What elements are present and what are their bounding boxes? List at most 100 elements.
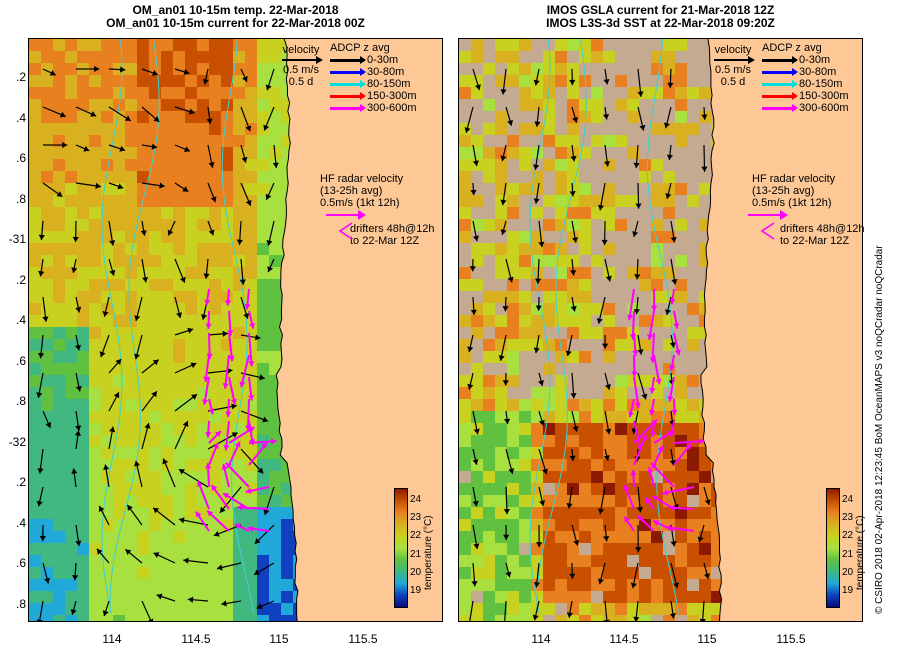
legend-swatch-arrow-icon [762, 67, 798, 76]
colorbar-tick-label: 22 [410, 530, 422, 542]
legend-swatch-arrow-icon [762, 103, 798, 112]
x-tick-label: 115.5 [348, 632, 378, 646]
legend-swatch-arrow-icon [330, 79, 366, 88]
hf-radar-legend-right: HF radar velocity (13-25h avg) 0.5m/s (1… [748, 173, 865, 247]
drifter-icon [338, 222, 353, 240]
velocity-scale-right: velocity 0.5 m/s 0.5 d [708, 44, 758, 88]
x-tick-label: 114.5 [181, 632, 211, 646]
legend-swatch-arrow-icon [330, 103, 366, 112]
adcp-legend-label: 150-300m [799, 90, 849, 102]
x-tick-label: 114 [102, 632, 122, 646]
adcp-legend-left: ADCP z avg 0-30m 30-80m 80-150m 150-300m 300… [330, 42, 417, 114]
colorbar-tick-label: 24 [842, 494, 854, 505]
adcp-legend-title: ADCP z avg [330, 42, 390, 54]
legend-swatch-arrow-icon [330, 67, 366, 76]
colorbar-tick-label: 21 [842, 548, 854, 560]
velocity-arrow-icon [276, 56, 326, 64]
adcp-legend-label: 150-300m [367, 90, 417, 102]
velocity-label: velocity [714, 44, 752, 56]
x-tick-label: 114 [531, 632, 551, 646]
colorbar-tick-label: 20 [410, 566, 422, 578]
y-tick-label: .4 [15, 110, 26, 125]
left-title-line2: OM_an01 10-15m current for 22-Mar-2018 0… [106, 16, 365, 30]
y-tick-label: .6 [15, 556, 26, 570]
left-panel-title: OM_an01 10-15m temp. 22-Mar-2018 OM_an01… [28, 4, 443, 30]
legend-swatch-arrow-icon [330, 91, 366, 100]
left-map-canvas [29, 39, 442, 621]
adcp-legend-item: 30-80m [762, 66, 849, 78]
drifter-icon [760, 222, 775, 240]
hf-legend-line1: HF radar velocity [752, 173, 836, 185]
adcp-legend-label: 30-80m [799, 66, 837, 78]
drifter-legend: drifters 48h@12h to 22-Mar 12Z [780, 223, 865, 247]
adcp-legend-item: 0-30m [762, 54, 849, 66]
colorbar-tick-label: 21 [410, 548, 422, 560]
adcp-legend-label: 0-30m [367, 54, 399, 66]
velocity-label: velocity [282, 44, 320, 56]
hf-legend-line1: HF radar velocity [320, 173, 404, 185]
legend-swatch-arrow-icon [762, 55, 798, 64]
hf-arrow-icon [326, 210, 366, 220]
right-map-panel[interactable] [458, 38, 863, 622]
y-tick-label: .6 [15, 151, 26, 165]
hf-legend-line2: (13-25h avg) [752, 185, 815, 197]
right-title-line1: IMOS GSLA current for 21-Mar-2018 12Z [546, 3, 775, 17]
drifter-legend: drifters 48h@12h to 22-Mar 12Z [350, 223, 435, 247]
adcp-legend-item: 80-150m [762, 78, 849, 90]
legend-swatch-arrow-icon [762, 79, 798, 88]
drifter-line1: drifters 48h@12h [350, 223, 435, 235]
velocity-scale-left: velocity 0.5 m/s 0.5 d [276, 44, 326, 88]
hf-legend-line3: 0.5m/s (1kt 12h) [320, 197, 400, 209]
adcp-legend-label: 0-30m [799, 54, 831, 66]
left-title-line1: OM_an01 10-15m temp. 22-Mar-2018 [132, 3, 339, 17]
adcp-legend-item: 30-80m [330, 66, 417, 78]
adcp-legend-item: 300-600m [330, 102, 417, 114]
velocity-scale-value: 0.5 m/s [714, 64, 752, 76]
adcp-legend-label: 300-600m [367, 102, 417, 114]
y-tick-label: .6 [15, 353, 26, 368]
y-tick-label: -31 [8, 232, 26, 246]
adcp-legend-item: 300-600m [762, 102, 849, 114]
right-panel-title: IMOS GSLA current for 21-Mar-2018 12Z IM… [458, 4, 863, 30]
x-tick-label: 115 [269, 632, 289, 646]
y-tick-label: .8 [15, 394, 26, 408]
drifter-line2: to 22-Mar 12Z [780, 235, 850, 247]
colorbar-right [826, 488, 840, 608]
adcp-legend-item: 80-150m [330, 78, 417, 90]
drifter-line2: to 22-Mar 12Z [350, 235, 420, 247]
colorbar-tick-label: 20 [842, 566, 854, 578]
colorbar-left [394, 488, 408, 608]
colorbar-tick-label: 23 [842, 512, 854, 524]
colorbar-tick-label: 19 [842, 585, 854, 596]
adcp-legend-right: ADCP z avg 0-30m 30-80m 80-150m 150-300m 300… [762, 42, 849, 114]
drifter-line1: drifters 48h@12h [780, 223, 865, 235]
hf-legend-line2: (13-25h avg) [320, 185, 383, 197]
adcp-legend-item: 150-300m [330, 90, 417, 102]
adcp-legend-label: 80-150m [799, 78, 843, 90]
adcp-legend-label: 30-80m [367, 66, 405, 78]
adcp-legend-label: 300-600m [799, 102, 849, 114]
colorbar-tick-label: 24 [410, 494, 422, 505]
left-map-panel[interactable] [28, 38, 443, 622]
x-tick-label: 115 [697, 632, 717, 646]
colorbar-tick-label: 23 [410, 512, 422, 524]
right-title-line2: IMOS L3S-3d SST at 22-Mar-2018 09:20Z [546, 16, 775, 30]
adcp-legend-label: 80-150m [367, 78, 411, 90]
y-tick-label: .2 [15, 70, 26, 84]
y-tick-label: -32 [8, 434, 26, 449]
right-map-canvas [459, 39, 862, 621]
y-tick-label: .4 [15, 515, 26, 530]
adcp-legend-title: ADCP z avg [762, 42, 822, 54]
adcp-legend-item: 150-300m [762, 90, 849, 102]
y-tick-label: .8 [15, 191, 26, 206]
colorbar-tick-label: 19 [410, 585, 422, 596]
colorbar-label-left: temperature (°C) [423, 515, 434, 590]
colorbar-tick-label: 22 [842, 530, 854, 542]
adcp-legend-item: 0-30m [330, 54, 417, 66]
velocity-arrow-icon [708, 56, 758, 64]
hf-arrow-icon [748, 210, 788, 220]
x-tick-label: 114.5 [609, 632, 639, 646]
legend-swatch-arrow-icon [330, 55, 366, 64]
hf-legend-line3: 0.5m/s (1kt 12h) [752, 197, 832, 209]
velocity-scale-value: 0.5 m/s [282, 64, 320, 76]
